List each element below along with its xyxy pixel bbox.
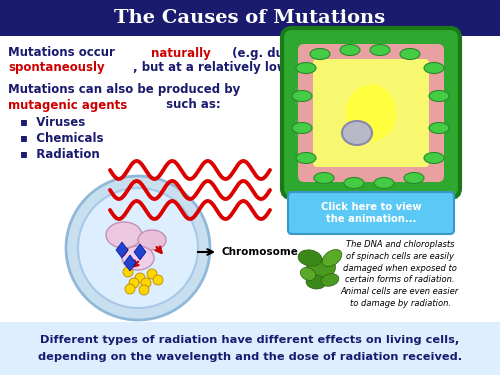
Polygon shape — [124, 255, 136, 271]
Text: , but at a relatively low rate in a population.: , but at a relatively low rate in a popu… — [132, 62, 428, 75]
Ellipse shape — [400, 48, 420, 60]
Ellipse shape — [310, 48, 330, 60]
Ellipse shape — [292, 90, 312, 102]
Ellipse shape — [298, 250, 322, 266]
Text: ▪  Chemicals: ▪ Chemicals — [20, 132, 103, 144]
Circle shape — [66, 176, 210, 320]
Bar — [0, 0, 500, 36]
Text: mutagenic agents: mutagenic agents — [8, 99, 127, 111]
Ellipse shape — [138, 230, 166, 250]
Ellipse shape — [424, 153, 444, 164]
Ellipse shape — [106, 222, 142, 248]
Text: such as:: such as: — [162, 99, 220, 111]
Polygon shape — [134, 244, 146, 260]
Ellipse shape — [321, 274, 339, 286]
Circle shape — [135, 273, 145, 283]
Text: ▪  Radiation: ▪ Radiation — [20, 147, 100, 160]
Circle shape — [147, 269, 157, 279]
FancyBboxPatch shape — [288, 192, 454, 234]
Text: The DNA and chloroplasts
of spinach cells are easily
damaged when exposed to
cer: The DNA and chloroplasts of spinach cell… — [341, 240, 459, 308]
Circle shape — [141, 278, 151, 288]
Ellipse shape — [304, 258, 336, 282]
Text: ▪  Viruses: ▪ Viruses — [20, 116, 85, 129]
Ellipse shape — [344, 177, 364, 189]
Text: Mutations occur: Mutations occur — [8, 46, 119, 60]
Circle shape — [129, 278, 139, 288]
Ellipse shape — [122, 246, 154, 270]
Ellipse shape — [300, 268, 316, 280]
Ellipse shape — [292, 123, 312, 134]
Ellipse shape — [296, 63, 316, 74]
Ellipse shape — [429, 90, 449, 102]
Ellipse shape — [424, 63, 444, 74]
FancyBboxPatch shape — [298, 44, 444, 182]
Circle shape — [153, 275, 163, 285]
FancyBboxPatch shape — [313, 59, 429, 167]
Text: (e.g. during cell division) and: (e.g. during cell division) and — [228, 46, 428, 60]
Circle shape — [125, 284, 135, 294]
Circle shape — [139, 285, 149, 295]
Ellipse shape — [374, 177, 394, 189]
FancyBboxPatch shape — [282, 28, 460, 198]
Ellipse shape — [340, 45, 360, 56]
Bar — [0, 322, 500, 375]
Ellipse shape — [404, 172, 424, 183]
Text: The Causes of Mutations: The Causes of Mutations — [114, 9, 386, 27]
Text: Click here to view
the animation...: Click here to view the animation... — [320, 202, 422, 224]
Ellipse shape — [342, 121, 372, 145]
Ellipse shape — [429, 123, 449, 134]
Polygon shape — [116, 242, 128, 258]
Ellipse shape — [346, 84, 397, 141]
Circle shape — [123, 267, 133, 277]
Text: depending on the wavelength and the dose of radiation received.: depending on the wavelength and the dose… — [38, 352, 462, 362]
Circle shape — [78, 188, 198, 308]
Ellipse shape — [322, 249, 342, 267]
Text: Different types of radiation have different effects on living cells,: Different types of radiation have differ… — [40, 335, 460, 345]
Ellipse shape — [314, 172, 334, 183]
Text: naturally: naturally — [151, 46, 211, 60]
Ellipse shape — [296, 153, 316, 164]
Text: Chromosome: Chromosome — [221, 247, 298, 257]
Ellipse shape — [306, 275, 326, 289]
Text: Mutations can also be produced by: Mutations can also be produced by — [8, 84, 240, 96]
Text: spontaneously: spontaneously — [8, 62, 104, 75]
Ellipse shape — [370, 45, 390, 56]
